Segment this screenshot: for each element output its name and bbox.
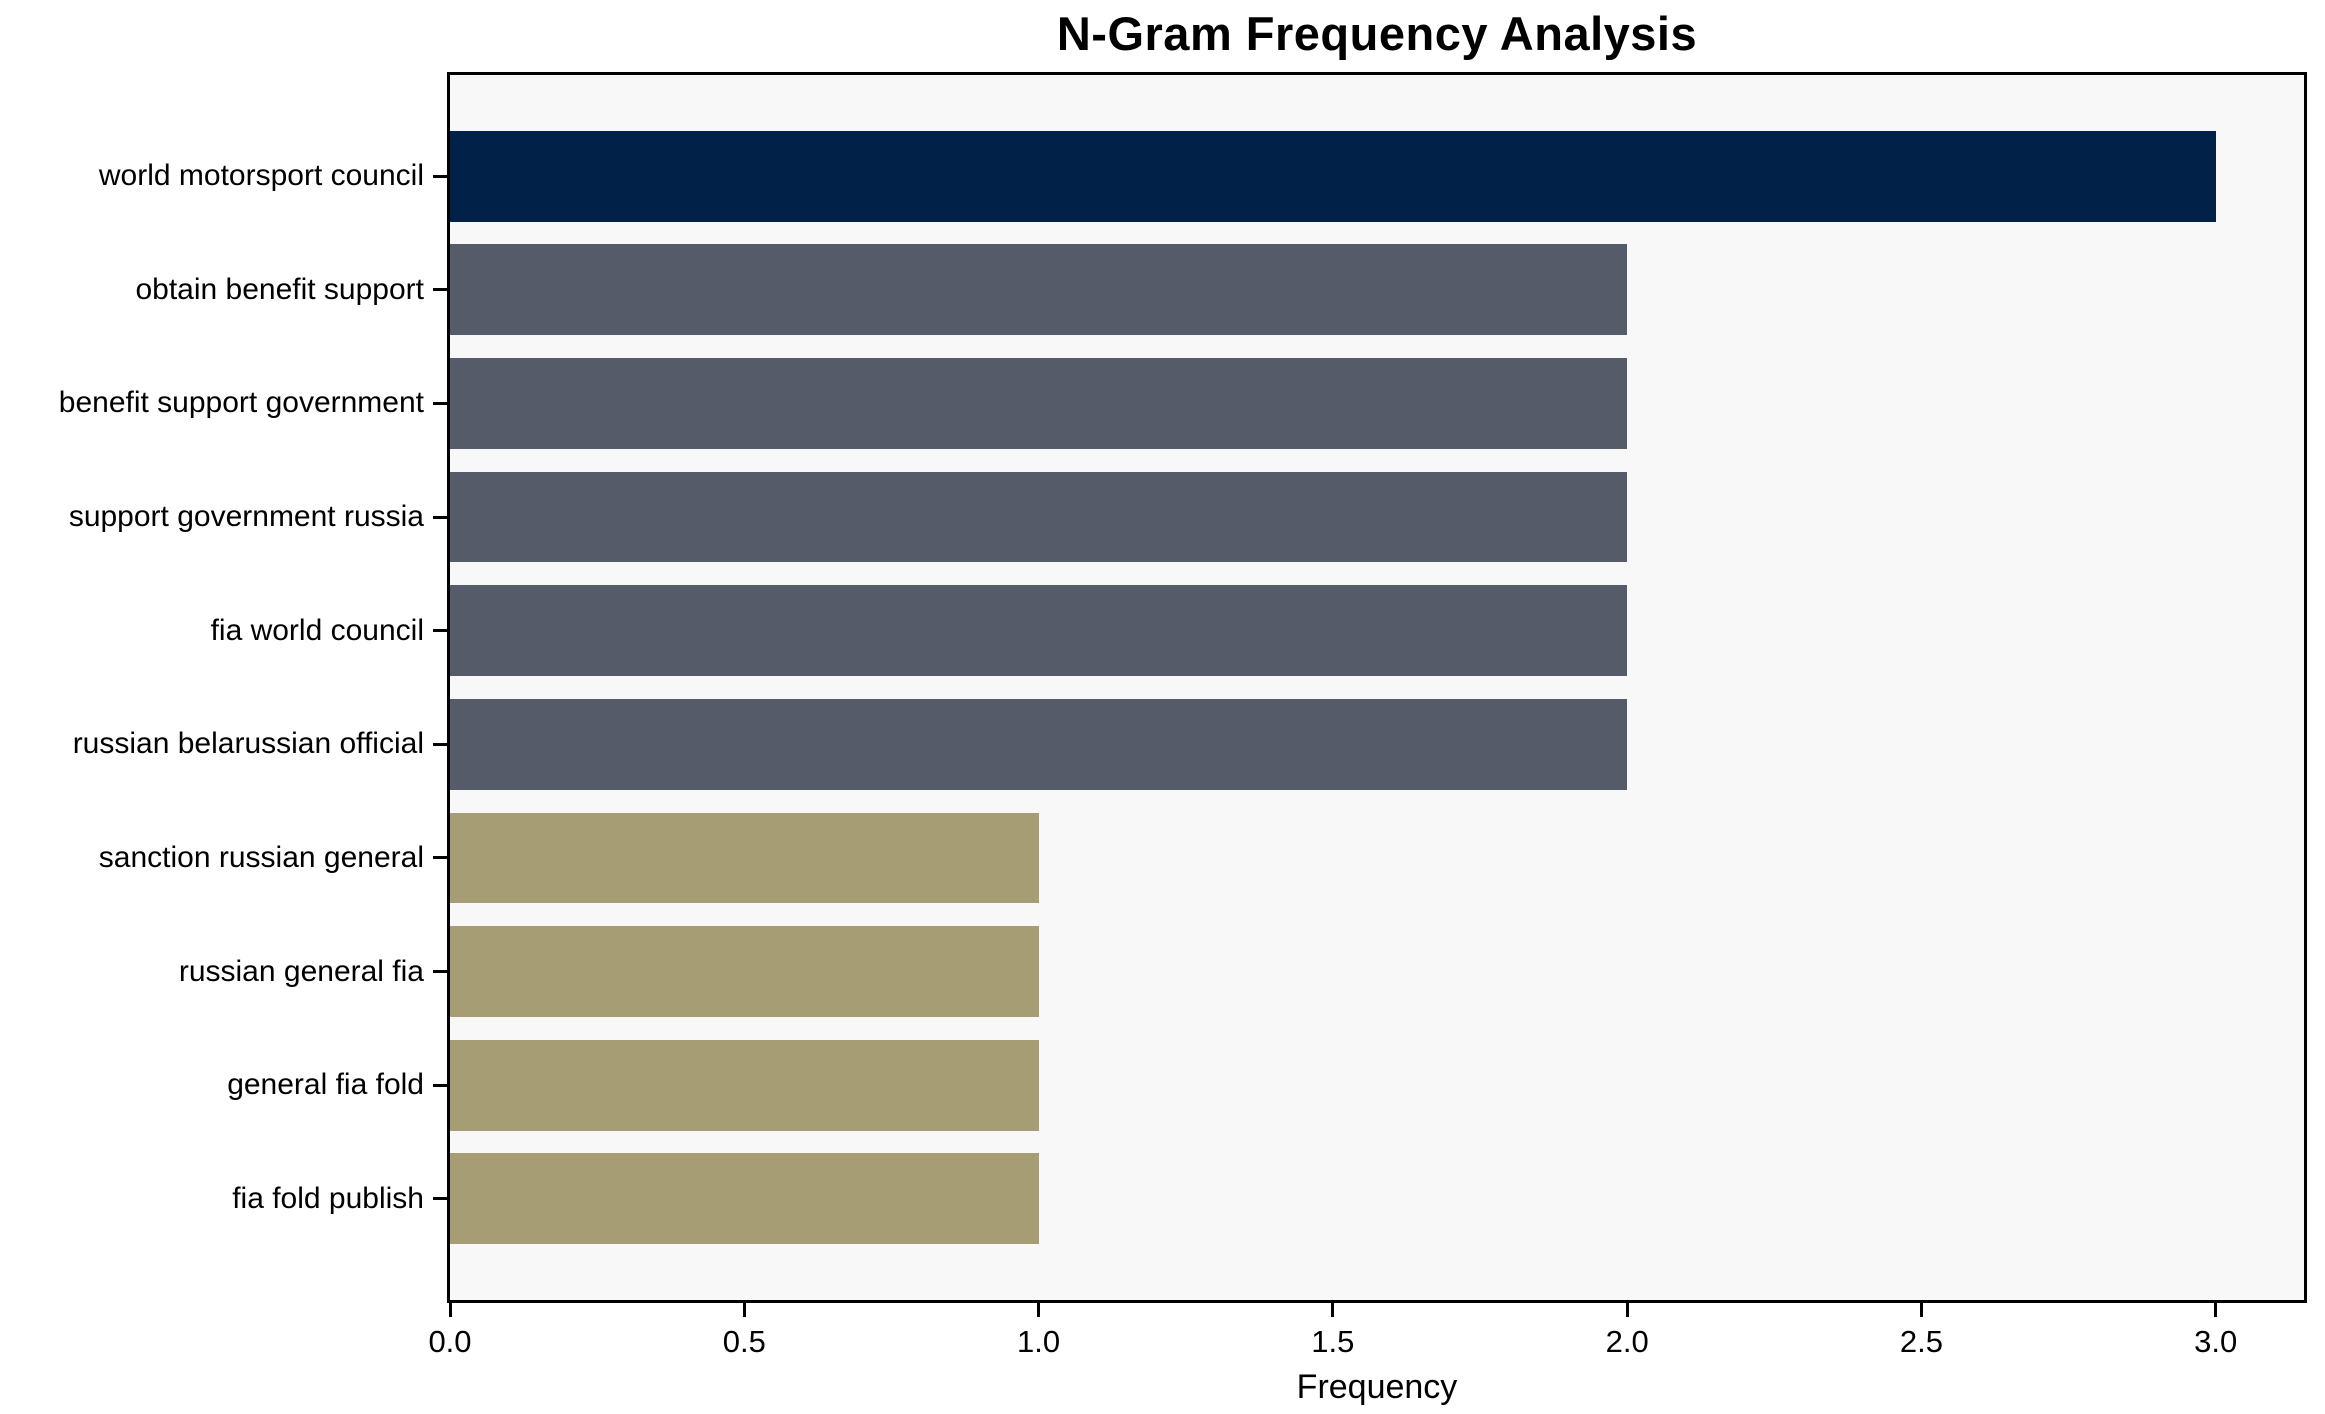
y-tick-label: sanction russian general	[98, 840, 424, 874]
x-tick-mark	[1037, 1303, 1041, 1317]
x-tick-label: 0.5	[722, 1324, 766, 1359]
bar-russian-belarussian-official	[450, 698, 1628, 790]
y-tick-label: world motorsport council	[98, 159, 424, 193]
x-axis-label: Frequency	[1296, 1368, 1458, 1406]
x-tick-mark	[1331, 1303, 1335, 1317]
y-tick-label: general fia fold	[227, 1068, 424, 1102]
y-tick-mark	[433, 401, 447, 405]
x-tick-label: 1.5	[1311, 1324, 1355, 1359]
x-tick-label: 3.0	[2194, 1324, 2238, 1359]
x-tick-label: 2.0	[1605, 1324, 1649, 1359]
chart-title: N-Gram Frequency Analysis	[1056, 7, 1698, 60]
y-tick-mark	[433, 1197, 447, 1201]
x-tick-label: 1.0	[1017, 1324, 1061, 1359]
y-tick-mark	[433, 856, 447, 860]
y-tick-label: fia fold publish	[232, 1181, 424, 1215]
y-tick-mark	[433, 288, 447, 292]
bar-sanction-russian-general	[450, 812, 1039, 904]
y-tick-mark	[433, 1083, 447, 1087]
x-tick-mark	[2214, 1303, 2218, 1317]
x-tick-label: 0.0	[428, 1324, 472, 1359]
x-tick-mark	[1919, 1303, 1923, 1317]
bar-world-motorsport-council	[450, 130, 2216, 222]
bar-fia-world-council	[450, 585, 1628, 677]
y-tick-mark	[433, 174, 447, 178]
plot-area	[447, 72, 2307, 1303]
y-tick-mark	[433, 970, 447, 974]
y-tick-label: support government russia	[68, 500, 424, 534]
x-tick-mark	[448, 1303, 452, 1317]
bar-russian-general-fia	[450, 926, 1039, 1018]
y-tick-label: fia world council	[210, 613, 424, 647]
y-tick-mark	[433, 742, 447, 746]
bar-support-government-russia	[450, 471, 1628, 563]
y-tick-label: benefit support government	[58, 386, 424, 420]
y-tick-mark	[433, 629, 447, 633]
bar-fia-fold-publish	[450, 1153, 1039, 1245]
y-tick-mark	[433, 515, 447, 519]
bar-obtain-benefit-support	[450, 244, 1628, 336]
bar-general-fia-fold	[450, 1039, 1039, 1131]
y-tick-label: russian belarussian official	[72, 727, 424, 761]
x-tick-label: 2.5	[1899, 1324, 1943, 1359]
x-tick-mark	[742, 1303, 746, 1317]
y-tick-label: obtain benefit support	[135, 272, 424, 306]
x-tick-mark	[1625, 1303, 1629, 1317]
bar-benefit-support-government	[450, 357, 1628, 449]
y-tick-label: russian general fia	[178, 954, 424, 988]
